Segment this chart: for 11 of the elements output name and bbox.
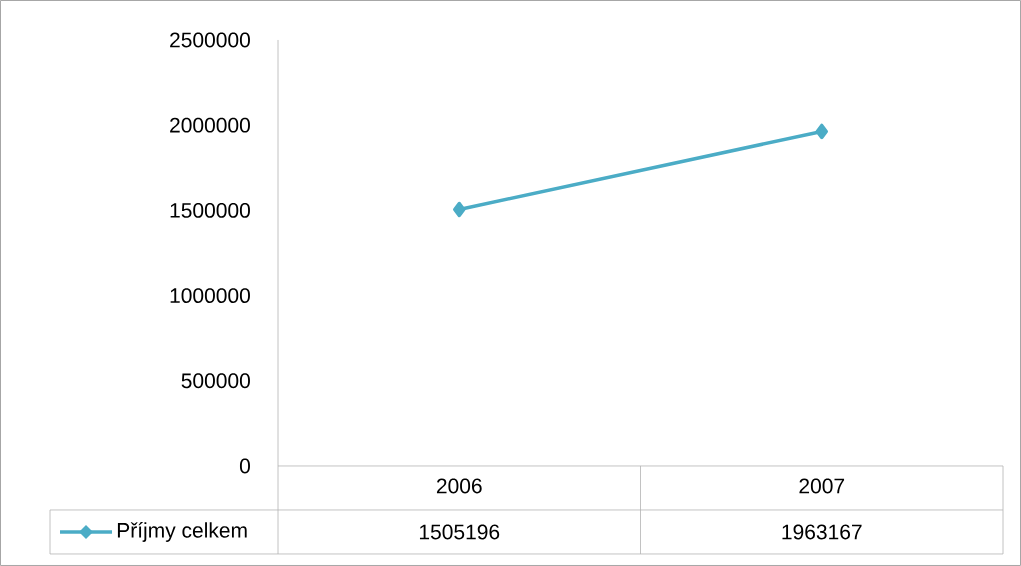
y-tick-label: 0 bbox=[239, 458, 250, 474]
data-label: 1505196 bbox=[419, 524, 500, 540]
y-tick-label: 500000 bbox=[181, 373, 250, 389]
y-tick-label: 1500000 bbox=[170, 202, 250, 218]
legend-label: Příjmy celkem bbox=[117, 522, 247, 542]
x-tick-label: 2006 bbox=[436, 478, 482, 494]
y-tick-label: 1000000 bbox=[170, 288, 250, 304]
data-label: 1963167 bbox=[782, 524, 862, 540]
x-tick-label: 2007 bbox=[799, 478, 845, 494]
y-tick-label: 2500000 bbox=[170, 32, 250, 48]
y-tick-label: 2000000 bbox=[170, 117, 250, 133]
